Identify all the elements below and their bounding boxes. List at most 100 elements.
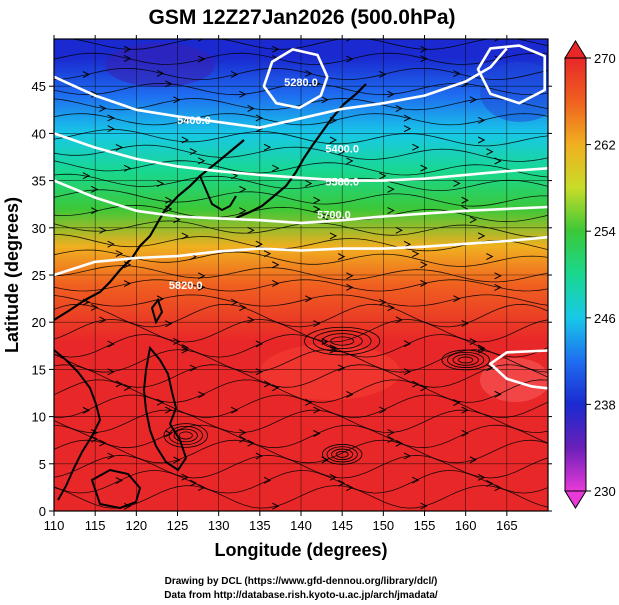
streamline-arrow bbox=[337, 364, 346, 372]
streamline-arrow bbox=[469, 216, 478, 224]
streamline-arrow bbox=[477, 116, 486, 124]
y-tick-label: 40 bbox=[32, 126, 46, 141]
streamline-arrow bbox=[115, 477, 123, 484]
streamline-arrow bbox=[412, 476, 420, 484]
colorbar-body bbox=[564, 57, 587, 492]
streamline-arrow bbox=[173, 216, 181, 224]
streamline-arrow bbox=[420, 502, 428, 510]
streamline-arrow bbox=[321, 96, 329, 104]
streamline-arrow bbox=[486, 364, 494, 372]
streamline-arrow bbox=[453, 179, 461, 187]
streamline-arrow bbox=[420, 55, 428, 63]
streamline-arrow bbox=[313, 205, 321, 213]
x-tick-label: 110 bbox=[44, 518, 65, 533]
streamline-arrow bbox=[272, 280, 280, 287]
streamline-eddy bbox=[163, 423, 208, 448]
x-tick-label: 145 bbox=[331, 518, 353, 533]
streamline-arrow bbox=[329, 473, 338, 481]
x-tick-label: 120 bbox=[125, 518, 147, 533]
streamline-arrow bbox=[197, 283, 206, 291]
x-tick-label: 125 bbox=[167, 518, 189, 533]
x-tick-label: 130 bbox=[208, 518, 230, 533]
streamline-arrow bbox=[461, 406, 469, 414]
streamline-arrow bbox=[90, 303, 99, 311]
streamline-arrow bbox=[189, 479, 198, 487]
streamline-eddy bbox=[173, 428, 198, 443]
colorbar-tick-label: 246 bbox=[594, 311, 616, 326]
x-tick-label: 115 bbox=[85, 518, 106, 533]
colorbar-tick-label: 270 bbox=[594, 51, 616, 66]
streamline-arrow bbox=[189, 148, 198, 155]
colorbar-bottom-arrow bbox=[564, 490, 587, 509]
streamline-arrow bbox=[255, 368, 263, 376]
y-tick-label: 30 bbox=[32, 221, 46, 236]
x-tick-label: 160 bbox=[455, 518, 477, 533]
x-tick-label: 150 bbox=[372, 518, 394, 533]
x-axis: 110 115 120 125 130 135 140 145 150 155 160 165 bbox=[44, 35, 518, 533]
streamline-arrow bbox=[403, 114, 412, 122]
contour-line bbox=[476, 44, 546, 105]
contour-line bbox=[54, 235, 548, 277]
chart-title: GSM 12Z27Jan2026 (500.0hPa) bbox=[148, 6, 455, 29]
streamline-arrow bbox=[379, 406, 387, 414]
streamline-arrow bbox=[123, 164, 132, 172]
streamline-arrow bbox=[230, 406, 239, 414]
streamline-arrow bbox=[494, 39, 500, 42]
streamline-arrow bbox=[494, 272, 502, 280]
streamline-arrow bbox=[181, 232, 189, 240]
streamline-arrow bbox=[156, 69, 165, 77]
streamline-arrow bbox=[379, 298, 387, 306]
streamline-arrow bbox=[395, 226, 403, 234]
streamline-arrow bbox=[329, 346, 338, 354]
contour-line bbox=[54, 179, 548, 225]
streamline-arrow bbox=[197, 55, 206, 63]
contour-label: 5580.0 bbox=[325, 176, 359, 188]
y-tick-label: 35 bbox=[32, 174, 46, 189]
streamline-arrow bbox=[346, 391, 354, 398]
y-tick-label: 10 bbox=[32, 410, 46, 425]
streamline-arrow bbox=[263, 380, 272, 388]
streamline-arrow bbox=[239, 207, 247, 215]
grid-lines bbox=[54, 39, 548, 511]
colorbar-tick-label: 262 bbox=[594, 138, 616, 153]
streamline-arrow bbox=[387, 207, 395, 214]
coastlines bbox=[54, 83, 367, 510]
streamline-arrow bbox=[255, 452, 263, 460]
streamline-arrow bbox=[494, 390, 502, 398]
streamline-arrow bbox=[239, 435, 247, 443]
streamline-arrow bbox=[346, 39, 352, 42]
streamline-arrow bbox=[420, 261, 428, 269]
streamline-arrow bbox=[477, 136, 486, 144]
streamline-arrow bbox=[461, 196, 469, 204]
streamline-arrow bbox=[313, 430, 321, 437]
streamline-arrow bbox=[387, 185, 395, 193]
streamline-arrow bbox=[107, 125, 115, 133]
contour-line bbox=[489, 349, 548, 390]
streamline-arrow bbox=[123, 45, 132, 53]
streamline-arrow bbox=[165, 430, 173, 438]
colorbar-tick-label: 230 bbox=[594, 484, 616, 499]
streamline-arrow bbox=[239, 304, 247, 311]
streamline-arrow bbox=[181, 346, 189, 354]
streamline-arrow bbox=[379, 172, 387, 180]
streamline-arrow bbox=[403, 452, 412, 460]
streamline-arrow bbox=[230, 298, 239, 306]
cold-core-north bbox=[105, 43, 215, 87]
streamline-arrow bbox=[305, 69, 313, 77]
streamline-arrow bbox=[346, 55, 354, 63]
streamline-arrow bbox=[82, 71, 91, 79]
coastline-indochina bbox=[54, 349, 102, 501]
contour-labels: 5280.0 5400.0 5400.0 5580.0 5700.0 5820.0 bbox=[169, 77, 359, 292]
streamline-arrow bbox=[313, 406, 321, 414]
streamline-arrow bbox=[90, 185, 99, 193]
y-tick-label: 20 bbox=[32, 315, 46, 330]
streamline-arrow bbox=[337, 479, 346, 487]
y-axis-title: Latitude (degrees) bbox=[2, 197, 22, 353]
streamline-arrow bbox=[156, 180, 165, 187]
streamline-arrow bbox=[486, 253, 494, 260]
streamline-arrow bbox=[107, 340, 115, 348]
streamline-arrow bbox=[420, 164, 428, 172]
streamline-arrow bbox=[486, 479, 494, 487]
streamline-arrow bbox=[82, 406, 91, 414]
